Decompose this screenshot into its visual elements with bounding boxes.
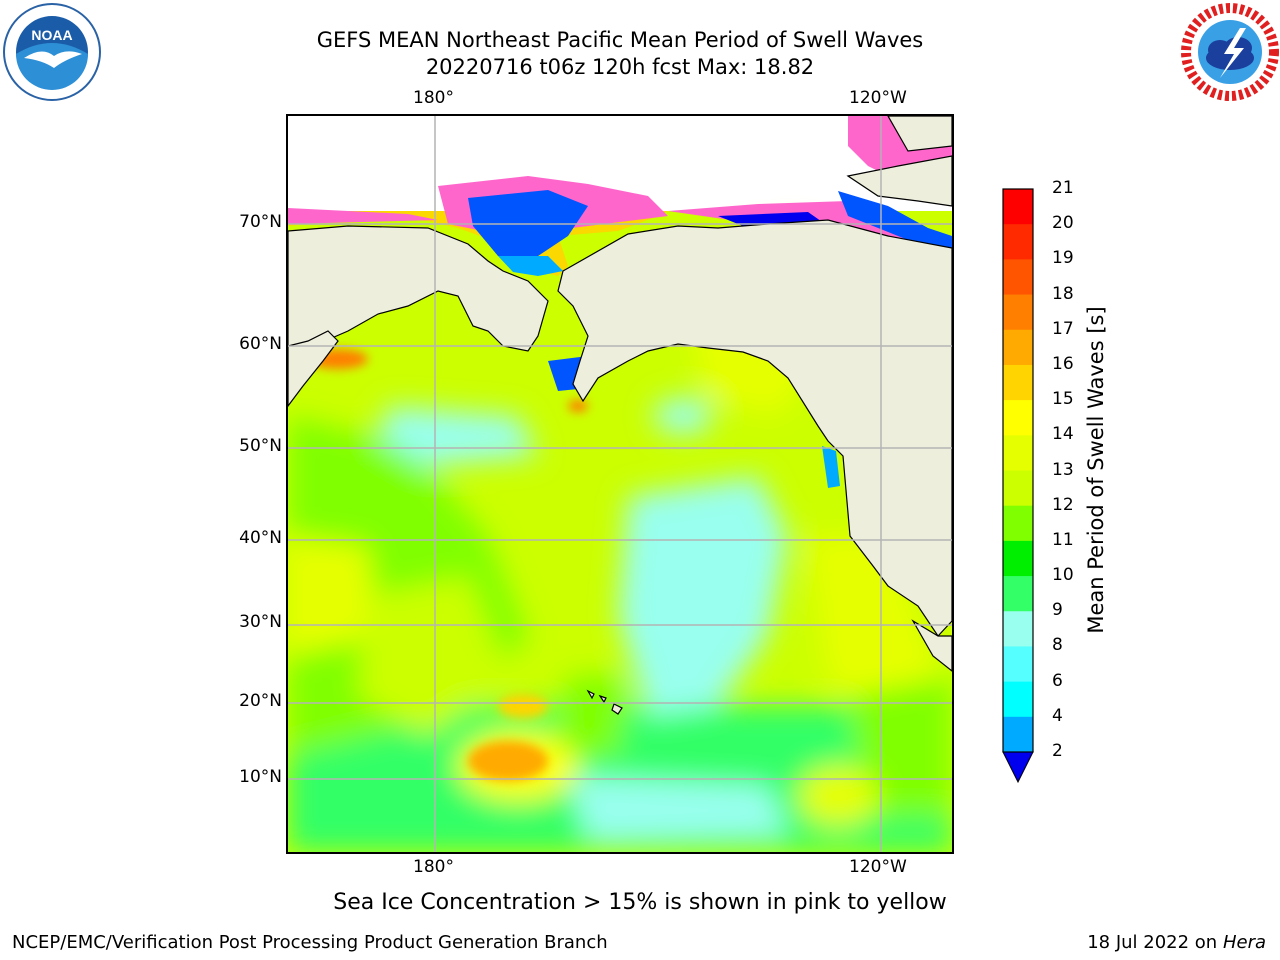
colorbar-tick-label: 21 — [1052, 178, 1074, 198]
colorbar-segment — [1003, 646, 1033, 683]
colorbar-extend-triangle — [1002, 751, 1034, 784]
colorbar-segment — [1003, 470, 1033, 507]
chart-subtitle: 20220716 t06z 120h fcst Max: 18.82 — [425, 55, 815, 79]
colorbar-tick-label: 2 — [1052, 741, 1063, 761]
colorbar-segment — [1003, 716, 1033, 753]
colorbar-tick-label: 17 — [1052, 318, 1074, 339]
footer-left: NCEP/EMC/Verification Post Processing Pr… — [12, 932, 608, 953]
colorbar-tick-label: 19 — [1052, 248, 1074, 269]
colorbar-tick-label: 16 — [1052, 353, 1074, 374]
footer-host: Hera — [1222, 932, 1266, 953]
footer-right: 18 Jul 2022 on Hera — [1087, 932, 1266, 953]
colorbar-tick-label: 18 — [1052, 283, 1074, 304]
lat-label-30n: 30°N — [239, 612, 282, 632]
chart-title: GEFS MEAN Northeast Pacific Mean Period … — [316, 28, 924, 52]
colorbar-tick-label: 20 — [1052, 213, 1074, 234]
colorbar-tick-label: 14 — [1052, 424, 1074, 445]
colorbar-segment — [1003, 681, 1033, 718]
lon-label-bottom-120w: 120°W — [849, 857, 907, 877]
lat-label-60n: 60°N — [239, 334, 282, 354]
map-canvas — [288, 116, 952, 852]
colorbar-segment — [1003, 505, 1033, 542]
colorbar-label: Mean Period of Swell Waves [s] — [1084, 306, 1108, 634]
noaa-logo-icon: NOAA — [3, 3, 101, 101]
colorbar-segment — [1003, 224, 1033, 260]
colorbar-segment — [1003, 329, 1033, 366]
graticule — [288, 116, 952, 852]
lat-label-40n: 40°N — [239, 528, 282, 548]
colorbar-tick-label: 10 — [1052, 565, 1074, 586]
colorbar-segment — [1003, 540, 1033, 577]
colorbar-tick-label: 6 — [1052, 670, 1063, 691]
sea-ice-note: Sea Ice Concentration > 15% is shown in … — [333, 890, 947, 915]
land-masses — [288, 116, 952, 715]
colorbar-segment — [1003, 189, 1033, 225]
colorbar-tick-label: 8 — [1052, 635, 1063, 656]
colorbar-tick-label: 15 — [1052, 389, 1074, 410]
lat-label-70n: 70°N — [239, 212, 282, 232]
colorbar-tick-label: 11 — [1052, 529, 1074, 550]
lon-label-top-120w: 120°W — [849, 88, 907, 108]
svg-text:NOAA: NOAA — [31, 27, 72, 43]
colorbar-tick-label: 4 — [1052, 705, 1063, 726]
lat-label-10n: 10°N — [239, 767, 282, 787]
colorbar-segment — [1003, 294, 1033, 331]
footer-date: 18 Jul 2022 on — [1087, 932, 1223, 953]
colorbar-segment — [1003, 435, 1033, 471]
colorbar-segment — [1003, 400, 1033, 436]
colorbar-tick-label: 9 — [1052, 600, 1063, 621]
colorbar-segment — [1003, 364, 1033, 401]
nws-logo-icon — [1181, 3, 1279, 101]
lon-label-top-180: 180° — [413, 88, 454, 108]
map-panel — [286, 114, 954, 854]
colorbar-tick-label: 12 — [1052, 494, 1074, 515]
colorbar — [1002, 188, 1034, 784]
lon-label-bottom-180: 180° — [413, 857, 454, 877]
colorbar-segment — [1003, 576, 1033, 612]
colorbar-segment — [1003, 611, 1033, 647]
lat-label-20n: 20°N — [239, 691, 282, 711]
colorbar-tick-label: 13 — [1052, 459, 1074, 480]
lat-label-50n: 50°N — [239, 436, 282, 456]
colorbar-segment — [1003, 259, 1033, 296]
